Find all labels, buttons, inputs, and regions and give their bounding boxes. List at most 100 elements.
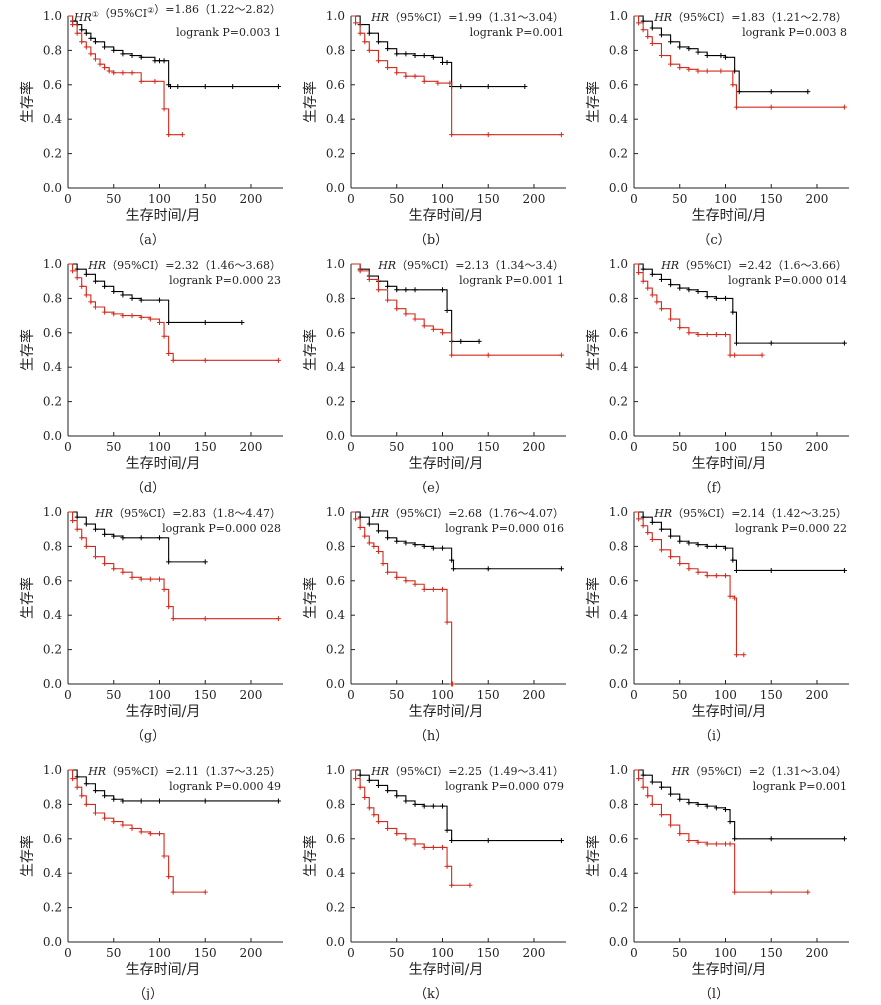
censor-mark	[138, 297, 144, 303]
censor-mark	[686, 540, 692, 546]
censor-mark	[412, 287, 418, 293]
censor-mark	[394, 70, 400, 76]
x-tick-label: 150	[194, 192, 217, 206]
censor-mark	[102, 44, 108, 50]
censor-mark	[161, 586, 167, 592]
censor-mark	[658, 306, 664, 312]
censor-mark	[102, 561, 108, 567]
censor-mark	[430, 586, 436, 592]
censor-mark	[83, 30, 89, 36]
hr-value: ）=2.13（1.34～3.4）	[444, 259, 564, 272]
hr-annotation: HR（95%CI）=2.68（1.76～4.07）	[370, 507, 564, 520]
censor-mark	[111, 796, 117, 802]
y-axis-title: 生存率	[19, 577, 36, 619]
x-tick-label: 100	[431, 192, 454, 206]
y-tick-label: 0.6	[43, 78, 62, 92]
censor-mark	[704, 294, 710, 300]
censor-mark	[677, 285, 683, 291]
survival-curve-low	[634, 511, 845, 572]
hr-value: ）=2.25（1.49～3.41）	[437, 765, 564, 778]
y-tick-label: 0.4	[43, 112, 62, 126]
censor-mark	[353, 20, 359, 26]
censor-mark	[175, 84, 181, 90]
x-tick-label: 50	[672, 192, 687, 206]
x-axis-title: 生存时间/月	[126, 962, 201, 978]
censor-mark	[275, 798, 281, 804]
censor-mark	[366, 777, 372, 783]
censor-mark	[156, 798, 162, 804]
censor-mark	[156, 319, 162, 325]
censor-mark	[156, 297, 162, 303]
censor-mark	[805, 89, 811, 95]
x-tick-label: 50	[389, 192, 404, 206]
y-tick-label: 0.0	[326, 677, 345, 691]
x-tick-label: 150	[477, 440, 500, 454]
censor-mark	[161, 106, 167, 112]
censor-mark	[161, 853, 167, 859]
censor-mark	[759, 352, 765, 358]
censor-mark	[841, 567, 847, 573]
censor-mark	[658, 276, 664, 282]
censor-mark	[179, 132, 185, 138]
hr-label: HR	[653, 507, 672, 520]
censor-mark	[385, 788, 391, 794]
censor-mark	[138, 829, 144, 835]
y-tick-label: 0.6	[609, 832, 628, 846]
hr-annotation: HR（95%CI）=2.32（1.46～3.68）	[87, 259, 281, 272]
hr-value: ）=1.83（1.21～2.78）	[720, 11, 847, 24]
censor-mark	[727, 819, 733, 825]
hr-annotation: HR（95%CI）=2.11（1.37～3.25）	[87, 765, 281, 778]
censor-mark	[385, 65, 391, 71]
censor-mark	[713, 573, 719, 579]
censor-mark	[649, 801, 655, 807]
censor-mark	[430, 54, 436, 60]
x-tick-label: 0	[64, 192, 72, 206]
x-tick-label: 50	[106, 192, 121, 206]
x-tick-label: 150	[477, 192, 500, 206]
y-tick-label: 0.4	[326, 866, 345, 880]
censor-mark	[375, 287, 381, 293]
censor-mark	[649, 41, 655, 47]
censor-mark	[102, 65, 108, 71]
censor-mark	[722, 54, 728, 60]
censor-mark	[458, 338, 464, 344]
hr-annotation: HR（95%CI）=1.83（1.21～2.78）	[653, 11, 847, 24]
censor-mark	[366, 805, 372, 811]
censor-mark	[713, 841, 719, 847]
censor-mark	[366, 47, 372, 53]
censor-mark	[645, 285, 651, 291]
hr-label: HR	[87, 765, 106, 778]
y-tick-label: 0.4	[326, 608, 345, 622]
censor-mark	[449, 838, 455, 844]
censor-mark	[412, 801, 418, 807]
censor-mark	[695, 542, 701, 548]
censor-mark	[385, 569, 391, 575]
censor-mark	[449, 352, 455, 358]
censor-mark	[152, 58, 158, 64]
censor-mark	[230, 84, 236, 90]
censor-mark	[366, 276, 372, 282]
censor-mark	[713, 805, 719, 811]
hr-label: HR	[671, 765, 690, 778]
hr-label: HR	[377, 259, 396, 272]
y-tick-label: 0.6	[609, 326, 628, 340]
y-tick-label: 0.4	[43, 866, 62, 880]
censor-mark	[92, 304, 98, 310]
censor-mark	[111, 566, 117, 572]
censor-mark	[695, 289, 701, 295]
y-tick-label: 0.8	[43, 797, 62, 811]
censor-mark	[92, 554, 98, 560]
censor-mark	[668, 61, 674, 67]
x-tick-label: 50	[389, 688, 404, 702]
censor-mark	[83, 543, 89, 549]
censor-mark	[695, 839, 701, 845]
x-tick-label: 100	[714, 946, 737, 960]
censor-mark	[239, 319, 245, 325]
censor-mark	[111, 533, 117, 539]
logrank-p: logrank P=0.001 1	[459, 274, 564, 287]
censor-mark	[353, 516, 359, 522]
censor-mark	[668, 554, 674, 560]
censor-mark	[97, 61, 103, 67]
